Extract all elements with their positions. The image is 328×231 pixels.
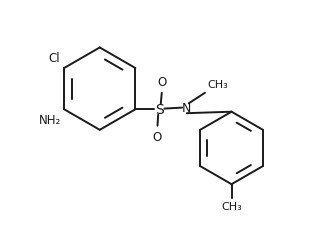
Text: Cl: Cl — [49, 52, 60, 65]
Text: NH₂: NH₂ — [39, 113, 61, 126]
Text: CH₃: CH₃ — [221, 201, 242, 211]
Text: S: S — [155, 103, 164, 117]
Text: O: O — [157, 76, 166, 89]
Text: N: N — [181, 102, 191, 115]
Text: O: O — [153, 131, 162, 143]
Text: CH₃: CH₃ — [208, 80, 228, 90]
